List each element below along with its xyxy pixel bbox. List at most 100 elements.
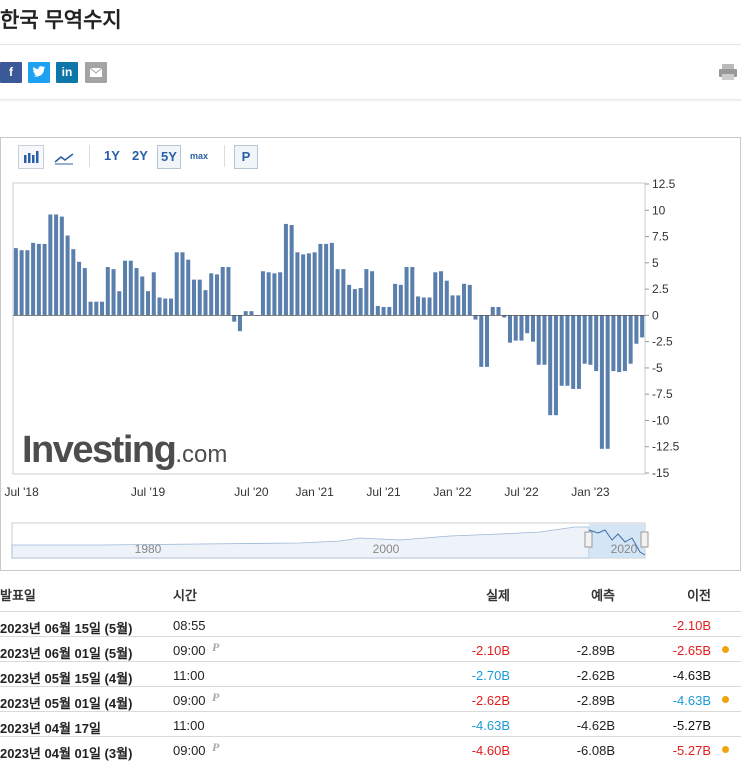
revision-dot — [722, 696, 729, 703]
range-button[interactable]: 5Y — [157, 145, 181, 169]
email-button[interactable] — [85, 62, 107, 83]
p-button[interactable]: P — [234, 145, 258, 169]
bar — [318, 243, 323, 316]
bar — [301, 254, 306, 316]
preliminary-mark: P — [212, 690, 220, 704]
table-row: 2023년 04월 17일 11:00 -4.63B -4.62B -5.27B — [0, 711, 741, 736]
navigator-label: 1980 — [135, 542, 162, 556]
bar-chart-button[interactable] — [18, 145, 44, 169]
table-row: 2023년 05월 01일 (4월) 09:00 P -2.62B -2.89B -4.6… — [0, 686, 741, 711]
release-time: 09:00 — [173, 643, 206, 658]
bar — [433, 272, 438, 316]
forecast: -2.62B — [576, 668, 615, 683]
header-shadow — [0, 99, 741, 102]
bar — [617, 315, 622, 373]
watermark-suffix: .com — [175, 441, 227, 468]
bar — [163, 298, 168, 316]
actual: -2.10B — [471, 643, 510, 658]
bar — [243, 311, 248, 316]
release-time: 09:00 — [173, 743, 206, 758]
bar — [19, 250, 24, 316]
line-chart-button[interactable] — [51, 145, 77, 169]
divider — [0, 44, 741, 45]
bar — [42, 243, 47, 316]
table-row: 2023년 06월 15일 (5월) 08:55 -2.10B — [0, 611, 741, 636]
y-tick-label: -7.5 — [652, 387, 673, 401]
x-tick-label: Jul '19 — [131, 485, 166, 499]
revision-dot — [722, 646, 729, 653]
x-tick-label: Jul '22 — [504, 485, 539, 499]
bar — [324, 243, 329, 316]
twitter-button[interactable] — [28, 62, 50, 83]
bar — [553, 315, 558, 416]
bar — [611, 315, 616, 372]
release-date: 2023년 04월 17일 — [0, 721, 101, 736]
bar — [71, 249, 76, 316]
x-tick-label: Jan '23 — [571, 485, 610, 499]
bar — [306, 253, 311, 316]
preliminary-mark: P — [212, 740, 220, 754]
y-tick-label: 2.5 — [652, 282, 669, 296]
table-row: 2023년 06월 01일 (5월) 09:00 P -2.10B -2.89B -2.6… — [0, 636, 741, 661]
bar — [232, 315, 237, 322]
bar — [370, 271, 375, 316]
bar — [628, 315, 633, 364]
table-header: 발표일 — [0, 588, 36, 603]
bar — [88, 301, 93, 316]
bar — [214, 274, 219, 316]
print-icon[interactable] — [718, 63, 738, 81]
release-time: 08:55 — [173, 618, 206, 633]
table-header: 실제 — [486, 588, 510, 603]
forecast: -2.89B — [576, 643, 615, 658]
bar — [237, 315, 242, 332]
bar — [266, 272, 271, 316]
previous: -5.27B — [672, 718, 711, 733]
bar — [490, 306, 495, 316]
bar — [123, 260, 128, 316]
actual: -2.70B — [471, 668, 510, 683]
line-icon — [54, 153, 74, 165]
bar — [335, 269, 340, 316]
y-tick-label: -12.5 — [652, 440, 680, 454]
bar — [364, 269, 369, 316]
bar — [289, 224, 294, 316]
bar — [450, 295, 455, 316]
previous: -2.10B — [672, 618, 711, 633]
linkedin-button[interactable]: in — [56, 62, 78, 83]
bar — [220, 267, 225, 316]
actual: -2.62B — [471, 693, 510, 708]
x-tick-label: Jan '21 — [295, 485, 334, 499]
bar — [312, 252, 317, 316]
previous: -4.63B — [672, 668, 711, 683]
bar — [456, 295, 461, 316]
range-button[interactable]: 2Y — [132, 148, 148, 163]
bar — [117, 291, 122, 316]
navigator-handle — [640, 531, 649, 548]
bar — [94, 301, 99, 316]
range-button[interactable]: max — [189, 151, 208, 161]
bar — [393, 283, 398, 316]
bar — [427, 297, 432, 316]
bar — [582, 315, 587, 364]
bar — [203, 290, 208, 316]
bar — [398, 284, 403, 316]
bar — [249, 311, 254, 316]
facebook-button[interactable]: f — [0, 62, 22, 83]
bar — [209, 273, 214, 316]
bar — [168, 298, 174, 316]
y-tick-label: -10 — [652, 413, 670, 427]
range-button[interactable]: 1Y — [104, 148, 120, 163]
bar — [571, 315, 576, 389]
bar — [599, 315, 604, 449]
bar — [77, 261, 82, 316]
release-date: 2023년 06월 01일 (5월) — [0, 646, 133, 661]
bar — [588, 315, 593, 365]
bar — [151, 272, 156, 316]
bar — [462, 283, 467, 316]
bar-icon — [24, 151, 39, 163]
bar — [565, 315, 570, 386]
preliminary-mark: P — [212, 640, 220, 654]
bar — [502, 315, 507, 318]
bar — [59, 216, 64, 316]
